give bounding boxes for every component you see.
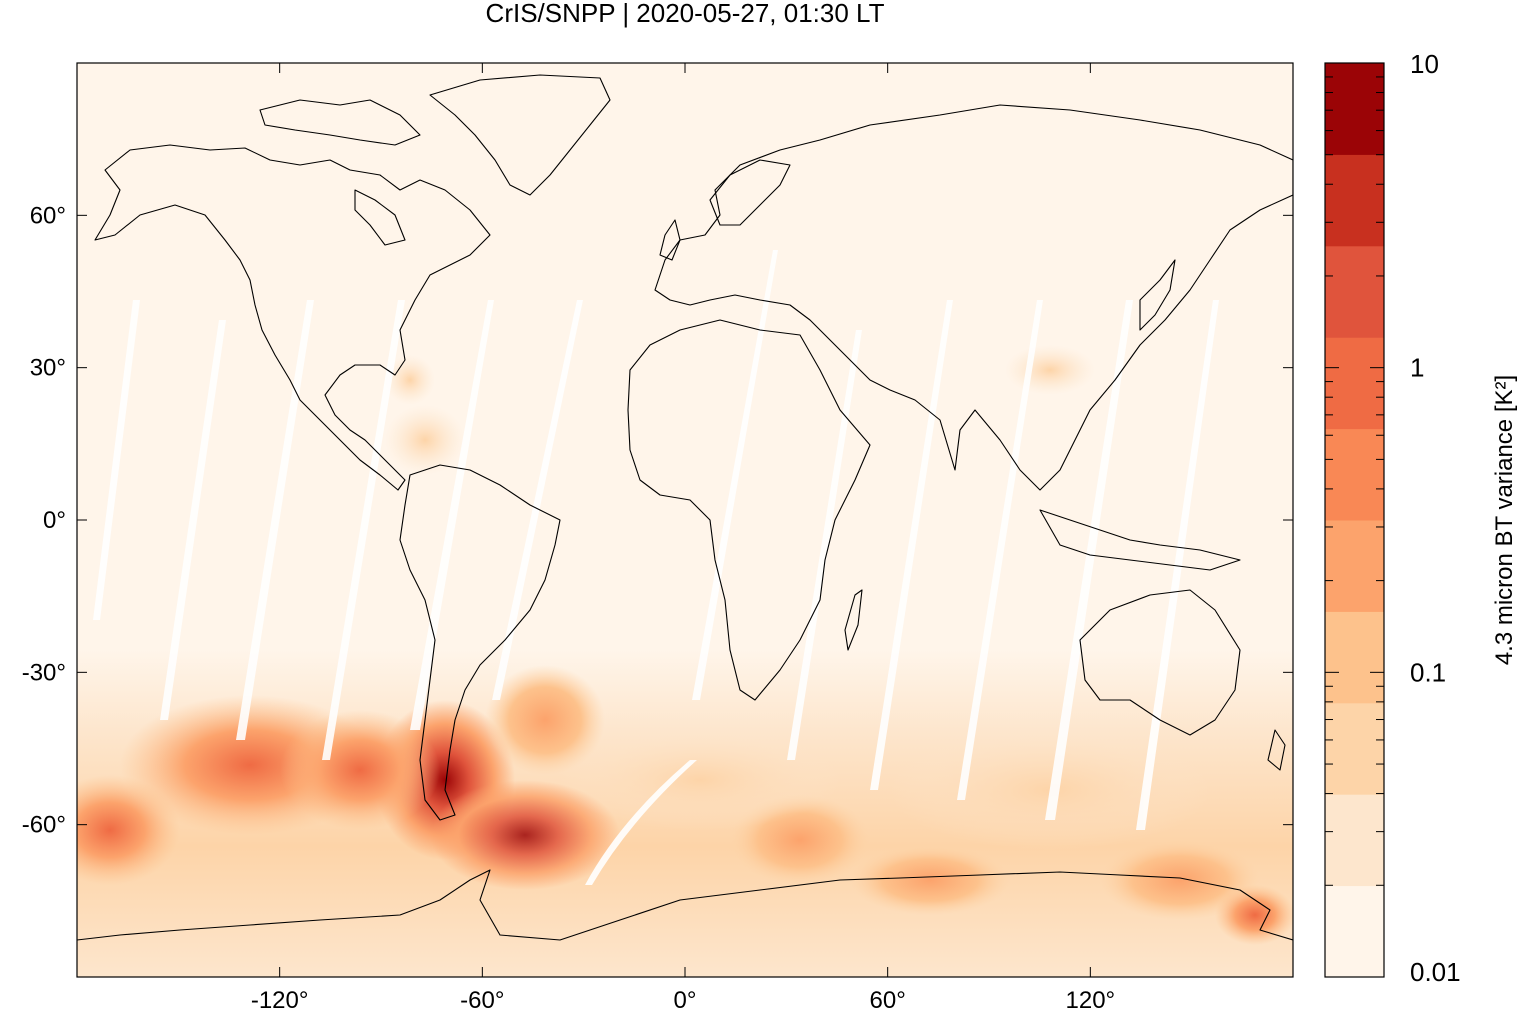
orbit-gaps (93, 250, 1219, 885)
x-tick-label: -60° (460, 987, 504, 1014)
variance-blob-pacific-2 (280, 710, 440, 830)
x-tick-label: 60° (870, 987, 906, 1014)
colorbar-segment (1325, 611, 1384, 704)
y-tick-label: 30° (30, 355, 66, 382)
colorbar-segment (1325, 702, 1384, 795)
colorbar-segment (1325, 63, 1384, 155)
y-tick-label: -60° (22, 812, 66, 839)
coast-new-zealand (1267, 729, 1286, 771)
x-axis: -120° -60° 0° 60° 120° (251, 63, 1115, 1014)
colorbar-tick-label: 0.01 (1410, 957, 1461, 987)
variance-blob-pale-1 (560, 730, 840, 830)
variance-blob-antarctic-coast-1 (850, 845, 1010, 915)
y-tick-label: -30° (22, 659, 66, 686)
coast-eurasia (654, 104, 1293, 491)
colorbar-segments (1325, 63, 1384, 978)
variance-blob-caribbean (385, 405, 465, 475)
y-tick-label: 60° (30, 202, 66, 229)
coast-greenland (429, 74, 611, 196)
colorbar-tick-label: 1 (1410, 353, 1424, 383)
coast-south-america (399, 464, 561, 821)
coast-africa (627, 319, 871, 701)
coast-hudson-bay (354, 189, 406, 246)
coast-madagascar (844, 589, 863, 651)
coastlines (77, 74, 1293, 941)
colorbar-tick-label: 10 (1410, 49, 1439, 79)
colorbar-ticks: 10 1 0.1 0.01 (1325, 49, 1461, 987)
variance-blob-ross (1215, 885, 1293, 945)
map-plot-area (77, 63, 1293, 977)
colorbar-segment (1325, 154, 1384, 247)
variance-blob-gulf (385, 355, 435, 405)
colorbar-segment (1325, 520, 1384, 612)
coast-antarctica (77, 869, 1293, 941)
variance-blob-dateline (77, 775, 180, 885)
x-tick-label: -120° (251, 987, 309, 1014)
colorbar-segment (1325, 794, 1384, 887)
variance-blob-antarctic-coast-2 (1100, 840, 1260, 920)
variance-blob-atlantic (485, 665, 605, 775)
x-tick-label: 0° (674, 987, 697, 1014)
colorbar-segment (1325, 337, 1384, 430)
coast-indonesia (1039, 509, 1241, 571)
coast-japan (1139, 259, 1176, 331)
figure-title: CrIS/SNPP | 2020-05-27, 01:30 LT (486, 0, 885, 28)
y-axis: 60° 30° 0° -30° -60° (22, 202, 1293, 839)
colorbar: 10 1 0.1 0.01 4.3 micron BT variance [K²] (1324, 49, 1518, 987)
x-tick-label: 120° (1066, 987, 1116, 1014)
colorbar-label: 4.3 micron BT variance [K²] (1491, 375, 1518, 665)
colorbar-frame (1324, 62, 1385, 978)
variance-blob-china (1005, 345, 1095, 395)
variance-blob-drake (430, 780, 620, 890)
colorbar-segment (1325, 885, 1384, 978)
colorbar-segment (1325, 428, 1384, 521)
coast-north-america (94, 144, 491, 491)
y-tick-label: 0° (43, 507, 66, 534)
colorbar-tick-label: 0.1 (1410, 657, 1446, 687)
colorbar-segment (1325, 245, 1384, 338)
coast-australia (1079, 589, 1241, 736)
coast-arctic-islands (259, 99, 421, 146)
coast-uk (659, 219, 681, 261)
coast-scandinavia (709, 159, 791, 226)
